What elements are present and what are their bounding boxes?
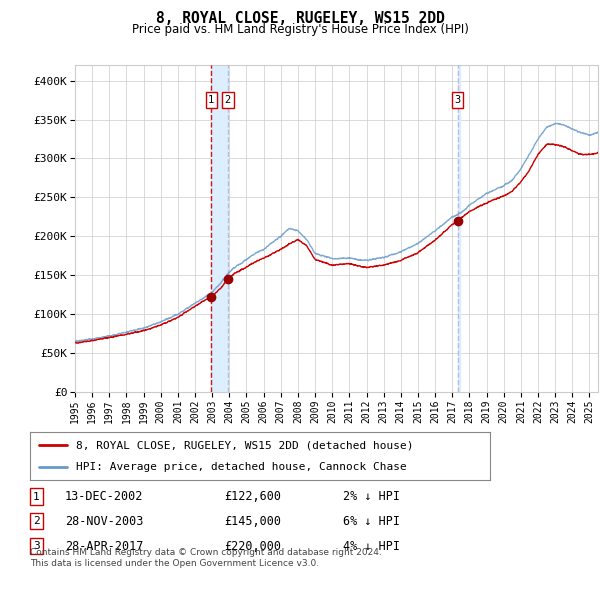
- Text: 4% ↓ HPI: 4% ↓ HPI: [343, 539, 400, 552]
- Text: 1: 1: [33, 491, 40, 502]
- Text: 28-NOV-2003: 28-NOV-2003: [65, 514, 143, 527]
- Text: 1: 1: [208, 95, 214, 105]
- Text: 28-APR-2017: 28-APR-2017: [65, 539, 143, 552]
- Text: 2: 2: [224, 95, 231, 105]
- Text: £145,000: £145,000: [224, 514, 281, 527]
- Bar: [458, 65, 460, 392]
- Text: This data is licensed under the Open Government Licence v3.0.: This data is licensed under the Open Gov…: [30, 559, 319, 568]
- Text: £122,600: £122,600: [224, 490, 281, 503]
- Text: 3: 3: [455, 95, 461, 105]
- Text: 2: 2: [33, 516, 40, 526]
- Text: 8, ROYAL CLOSE, RUGELEY, WS15 2DD (detached house): 8, ROYAL CLOSE, RUGELEY, WS15 2DD (detac…: [76, 441, 413, 450]
- Text: £220,000: £220,000: [224, 539, 281, 552]
- Text: 6% ↓ HPI: 6% ↓ HPI: [343, 514, 400, 527]
- Text: Contains HM Land Registry data © Crown copyright and database right 2024.: Contains HM Land Registry data © Crown c…: [30, 548, 382, 556]
- Text: Price paid vs. HM Land Registry's House Price Index (HPI): Price paid vs. HM Land Registry's House …: [131, 23, 469, 36]
- Text: 2% ↓ HPI: 2% ↓ HPI: [343, 490, 400, 503]
- Text: 3: 3: [33, 541, 40, 551]
- Text: 13-DEC-2002: 13-DEC-2002: [65, 490, 143, 503]
- Bar: [211, 65, 228, 392]
- Text: 8, ROYAL CLOSE, RUGELEY, WS15 2DD: 8, ROYAL CLOSE, RUGELEY, WS15 2DD: [155, 11, 445, 25]
- Text: HPI: Average price, detached house, Cannock Chase: HPI: Average price, detached house, Cann…: [76, 461, 407, 471]
